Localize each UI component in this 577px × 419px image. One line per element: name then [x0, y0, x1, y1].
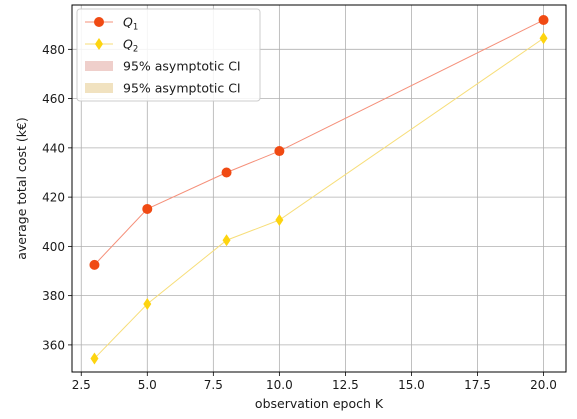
x-tick-label: 12.5 [332, 378, 359, 392]
legend-label-series-2: Q2 [123, 37, 138, 55]
x-tick-label: 7.5 [204, 378, 223, 392]
y-tick-label: 440 [42, 141, 65, 155]
y-axis-title: average total cost (k€) [14, 117, 29, 260]
y-tick-label: 400 [42, 240, 65, 254]
plot-frame [71, 4, 567, 373]
legend-ci-swatch-2 [85, 83, 113, 93]
legend-ci-swatch-1 [85, 61, 113, 71]
data-point-series-1 [274, 146, 285, 157]
x-tick-label: 17.5 [464, 378, 491, 392]
x-axis-ticks: 2.5 5.0 7.5 10.0 12.5 15.0 17.5 20.0 [72, 372, 557, 392]
y-tick-label: 480 [42, 43, 65, 57]
legend-marker-series-2 [95, 38, 103, 50]
legend-marker-series-1 [94, 17, 104, 27]
y-tick-label: 420 [42, 191, 65, 205]
y-tick-label: 360 [42, 338, 65, 352]
legend-ci-label-1: 95% asymptotic CI [123, 59, 241, 74]
data-point-series-2 [539, 32, 548, 45]
y-axis-ticks: 360 380 400 420 440 460 480 [42, 43, 72, 352]
data-point-series-1 [221, 167, 232, 178]
x-tick-label: 10.0 [266, 378, 293, 392]
series-markers [89, 15, 549, 365]
legend-ci-label-2: 95% asymptotic CI [123, 81, 241, 96]
x-axis-title: observation epoch K [255, 396, 384, 411]
data-point-series-1 [142, 203, 153, 214]
data-point-series-2 [222, 234, 231, 247]
data-point-series-2 [275, 214, 284, 227]
x-tick-label: 20.0 [530, 378, 557, 392]
y-tick-label: 460 [42, 92, 65, 106]
x-tick-label: 15.0 [398, 378, 425, 392]
x-tick-label: 2.5 [72, 378, 91, 392]
x-tick-label: 5.0 [138, 378, 157, 392]
data-point-series-2 [143, 298, 152, 311]
data-point-series-1 [538, 15, 549, 26]
legend-label-series-1: Q1 [123, 15, 138, 33]
data-point-series-1 [89, 259, 100, 270]
y-tick-label: 380 [42, 289, 65, 303]
data-point-series-2 [90, 352, 99, 365]
grid-lines [72, 5, 566, 372]
legend-box [76, 8, 261, 102]
legend: Q1 Q2 95% asymptotic CI 95% asymptotic CI [76, 8, 261, 102]
